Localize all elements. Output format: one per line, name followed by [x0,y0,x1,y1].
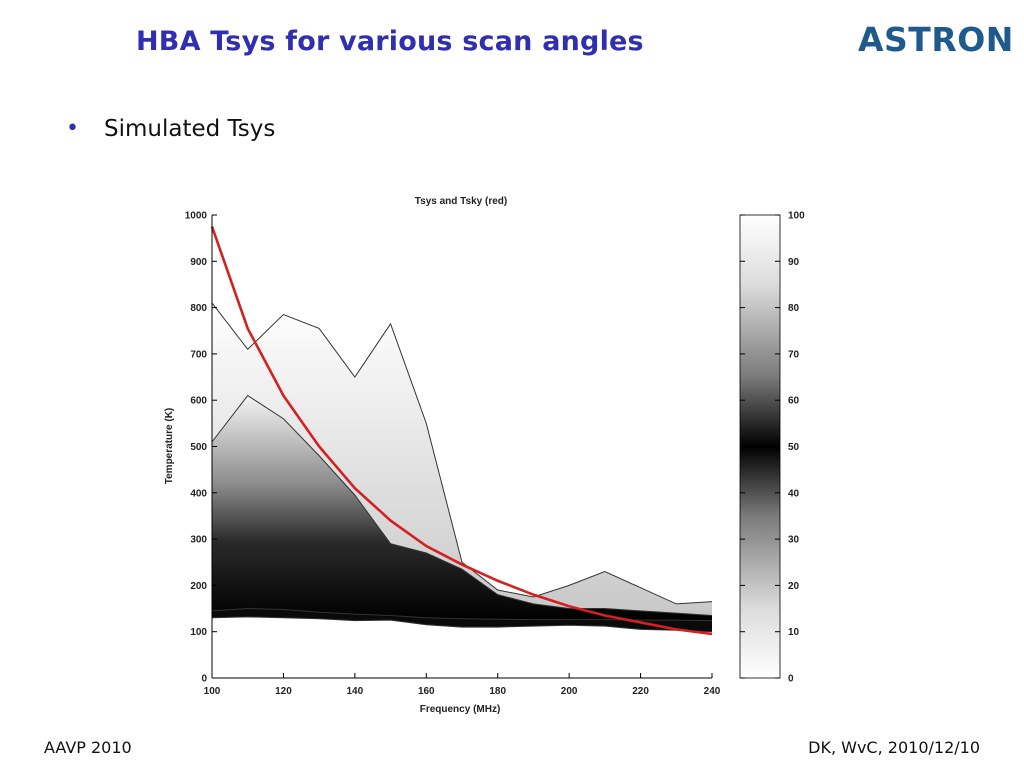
colorbar-tick-label: 10 [788,627,800,638]
contour-line-min [211,616,713,633]
colorbar-tick-label: 80 [788,303,800,314]
contour-line-upper [211,394,713,616]
x-tick-label: 120 [275,686,292,697]
x-tick-label: 160 [418,686,435,697]
colorbar: 0 10 20 30 40 50 60 70 80 90 100 [739,211,805,685]
colorbar-tick-label: 90 [788,257,800,268]
colorbar-gradient [739,214,781,679]
y-tick-label: 400 [190,488,207,499]
x-tick-label: 140 [347,686,364,697]
x-tick-label: 100 [204,686,221,697]
y-axis-label: Temperature (K) [164,408,175,485]
y-tick-label: 900 [190,257,207,268]
x-tick-label: 220 [632,686,649,697]
x-tick-label: 240 [704,686,721,697]
y-tick-label: 200 [190,581,207,592]
astron-logo: ASTRON [858,20,1014,59]
y-tick-label: 0 [201,674,207,685]
colorbar-tick-label: 100 [788,211,805,222]
colorbar-tick-label: 20 [788,581,800,592]
bullet-item: • Simulated Tsys [66,116,275,142]
colorbar-tick-label: 0 [788,674,794,685]
bullet-text: Simulated Tsys [104,116,276,142]
x-tick-label: 200 [561,686,578,697]
y-tick-label: 600 [190,396,207,407]
y-tick-label: 800 [190,303,207,314]
x-tick-label: 180 [489,686,506,697]
y-tick-label: 500 [190,442,207,453]
colorbar-tick-label: 70 [788,349,800,360]
upper-density-region [212,302,712,616]
y-tick-label: 700 [190,349,207,360]
y-tick-label: 1000 [185,211,208,222]
lower-density-region [212,608,712,632]
y-tick-label: 300 [190,535,207,546]
slide-title: HBA Tsys for various scan angles [136,26,644,57]
colorbar-tick-label: 30 [788,535,800,546]
core-density-region [212,395,712,621]
chart-title: Tsys and Tsky (red) [415,196,507,207]
footer-left: AAVP 2010 [44,738,132,757]
colorbar-tick-label: 50 [788,442,800,453]
colorbar-tick-label: 40 [788,488,800,499]
footer-right: DK, WvC, 2010/12/10 [808,738,980,757]
contour-line-max [211,302,713,605]
tsky-line [210,226,713,636]
x-axis-label: Frequency (MHz) [420,704,501,715]
y-tick-label: 100 [190,627,207,638]
colorbar-tick-label: 60 [788,396,800,407]
bullet-dot-icon: • [66,116,79,141]
